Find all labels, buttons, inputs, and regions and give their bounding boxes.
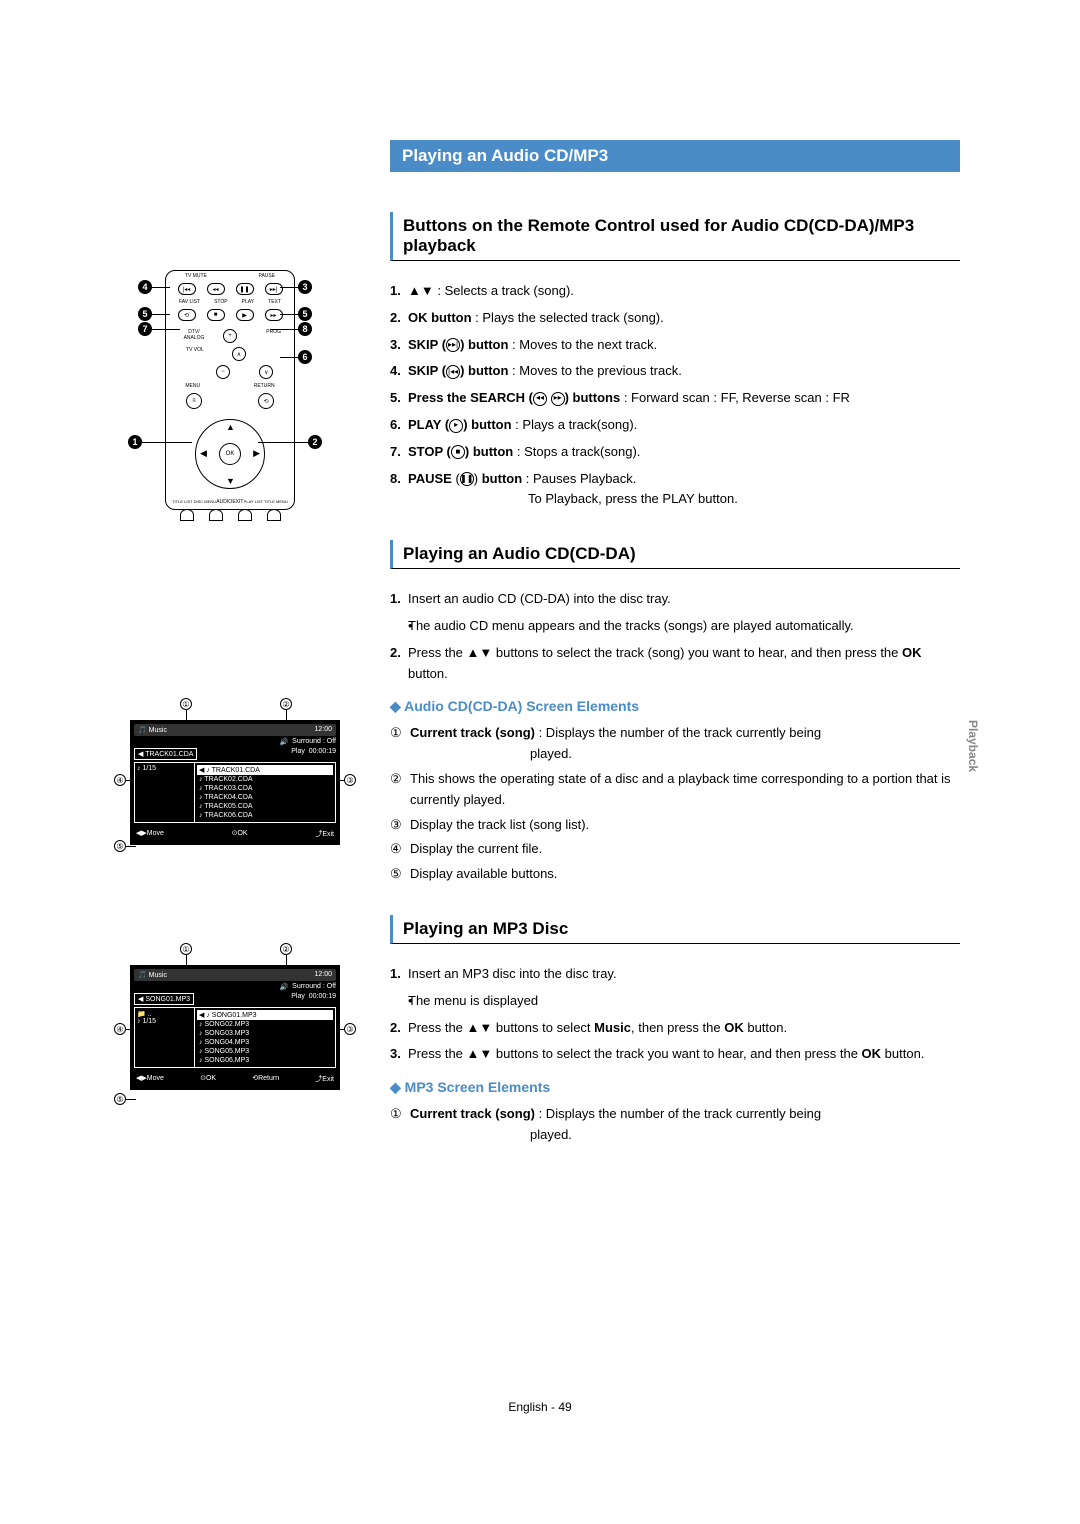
remote-instruction-list: 1.▲▼ : Selects a track (song). 2.OK butt… [390, 281, 960, 510]
page-footer: English - 49 [0, 1400, 1080, 1414]
callout-5f: 5 [138, 307, 152, 321]
section-remote-buttons: Buttons on the Remote Control used for A… [390, 212, 960, 261]
right-column: Playing an Audio CD/MP3 Buttons on the R… [390, 140, 960, 1150]
callout-1: 1 [128, 435, 142, 449]
skip-prev-icon: |◂◂ [446, 365, 460, 379]
search-back-icon: ◂◂ [533, 392, 547, 406]
cd-screen-diagram: ① ② ④ ③ ⑤ 🎵 Music12:00 🔊Surround : Off ◀… [120, 720, 350, 845]
cdda-elements-list: ①Current track (song) : Displays the num… [390, 723, 960, 885]
callout-2: 2 [308, 435, 322, 449]
mp3-elements-list: ①Current track (song) : Displays the num… [390, 1104, 960, 1146]
callout-6: 6 [298, 350, 312, 364]
skip-next-icon: ▸▸| [446, 338, 460, 352]
callout-8: 8 [298, 322, 312, 336]
mp3-steps: 1.Insert an MP3 disc into the disc tray.… [390, 964, 960, 1065]
pause-icon: ❚❚ [460, 472, 474, 486]
side-tab: Playback [966, 720, 980, 772]
stop-icon: ■ [451, 445, 465, 459]
cdda-steps: 1.Insert an audio CD (CD-DA) into the di… [390, 589, 960, 684]
play-icon: ▸ [449, 419, 463, 433]
mp3-screen-diagram: ① ② ④ ③ ⑤ 🎵 Music12:00 🔊Surround : Off ◀… [120, 965, 350, 1090]
page-title: Playing an Audio CD/MP3 [390, 140, 960, 172]
search-fwd-icon: ▸▸ [551, 392, 565, 406]
callout-5r: 5 [298, 307, 312, 321]
remote-diagram: TV MUTEPAUSE |◂◂◂◂❚❚▸▸| FAV LISTSTOPPLAY… [120, 260, 330, 520]
mp3-elements-title: MP3 Screen Elements [390, 1079, 960, 1096]
callout-3: 3 [298, 280, 312, 294]
callout-4: 4 [138, 280, 152, 294]
left-column: TV MUTEPAUSE |◂◂◂◂❚❚▸▸| FAV LISTSTOPPLAY… [120, 140, 350, 1150]
section-mp3: Playing an MP3 Disc [390, 915, 960, 944]
cdda-elements-title: Audio CD(CD-DA) Screen Elements [390, 698, 960, 715]
section-cdda: Playing an Audio CD(CD-DA) [390, 540, 960, 569]
callout-7: 7 [138, 322, 152, 336]
